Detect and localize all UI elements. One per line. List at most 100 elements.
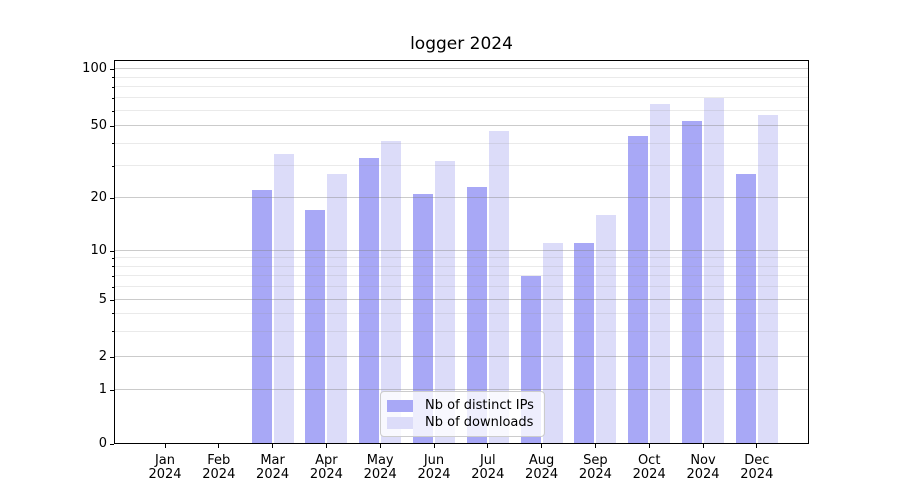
- legend: Nb of distinct IPs Nb of downloads: [380, 391, 545, 437]
- x-tick-label-apr: Apr 2024: [299, 454, 353, 482]
- x-tick-label-sep: Sep 2024: [568, 454, 622, 482]
- x-tick-month: Oct: [637, 453, 661, 468]
- gridline-minor-80: [115, 86, 808, 88]
- legend-item-downloads: Nb of downloads: [387, 415, 536, 430]
- x-tick-year: 2024: [256, 467, 290, 482]
- x-tick-month: Nov: [690, 453, 716, 468]
- bar-nb-of-distinct-ips-dec: [735, 173, 756, 444]
- bar-nb-of-distinct-ips-may: [359, 158, 380, 444]
- x-tick-month: Apr: [315, 453, 338, 468]
- x-tick-mark-mar: [272, 444, 274, 448]
- y-tick-mark-2: [110, 356, 114, 358]
- x-tick-year: 2024: [363, 467, 397, 482]
- gridline-minor-40: [115, 142, 808, 144]
- legend-label-downloads: Nb of downloads: [425, 415, 534, 430]
- bar-nb-of-downloads-jul: [488, 130, 509, 444]
- gridline-minor-70: [115, 97, 808, 99]
- gridline-minor-6: [115, 286, 808, 288]
- legend-swatch-downloads: [387, 416, 413, 429]
- x-tick-label-aug: Aug 2024: [515, 454, 569, 482]
- legend-swatch-distinct-ips: [387, 399, 413, 412]
- y-minor-tick-mark-40: [112, 143, 114, 145]
- gridline-major-1: [115, 389, 808, 390]
- bar-nb-of-downloads-aug: [542, 243, 563, 444]
- y-minor-tick-mark-90: [112, 77, 114, 79]
- x-tick-month: Feb: [207, 453, 231, 468]
- gridline-minor-3: [115, 330, 808, 332]
- bar-nb-of-downloads-sep: [596, 214, 617, 444]
- x-tick-year: 2024: [309, 467, 343, 482]
- y-minor-tick-mark-8: [112, 266, 114, 268]
- gridline-minor-30: [115, 165, 808, 167]
- legend-label-distinct-ips: Nb of distinct IPs: [425, 398, 534, 413]
- x-tick-year: 2024: [525, 467, 559, 482]
- x-tick-mark-aug: [541, 444, 543, 448]
- bar-nb-of-distinct-ips-nov: [682, 120, 702, 444]
- gridline-minor-8: [115, 265, 808, 267]
- y-minor-tick-mark-70: [112, 97, 114, 99]
- y-tick-mark-50: [110, 125, 114, 127]
- y-minor-tick-mark-9: [112, 257, 114, 259]
- y-minor-tick-mark-7: [112, 275, 114, 277]
- bar-nb-of-distinct-ips-apr: [305, 209, 326, 444]
- y-tick-label-100: 100: [82, 60, 107, 76]
- legend-item-distinct-ips: Nb of distinct IPs: [387, 398, 536, 413]
- y-tick-mark-10: [110, 250, 114, 252]
- x-tick-label-feb: Feb 2024: [192, 454, 246, 482]
- x-tick-month: Aug: [528, 453, 555, 468]
- x-tick-label-jan: Jan 2024: [138, 454, 192, 482]
- y-tick-label-10: 10: [90, 242, 107, 258]
- bar-nb-of-distinct-ips-jun: [413, 193, 433, 444]
- x-tick-month: Jul: [479, 453, 496, 468]
- gridline-minor-60: [115, 110, 808, 112]
- gridline-major-20: [115, 197, 808, 198]
- x-tick-year: 2024: [578, 467, 612, 482]
- x-tick-month: Jan: [154, 453, 176, 468]
- gridline-minor-7: [115, 275, 808, 277]
- y-minor-tick-mark-3: [112, 331, 114, 333]
- gridline-major-5: [115, 299, 808, 300]
- x-tick-label-dec: Dec 2024: [730, 454, 784, 482]
- bar-nb-of-distinct-ips-oct: [628, 135, 649, 444]
- bar-nb-of-distinct-ips-jul: [466, 186, 487, 444]
- y-tick-mark-0: [110, 443, 114, 445]
- x-tick-month: Dec: [744, 453, 770, 468]
- y-tick-label-2: 2: [98, 348, 107, 364]
- bar-nb-of-distinct-ips-sep: [574, 243, 595, 444]
- gridline-minor-4: [115, 312, 808, 314]
- x-tick-label-mar: Mar 2024: [246, 454, 300, 482]
- x-tick-label-nov: Nov 2024: [676, 454, 730, 482]
- gridline-major-50: [115, 125, 808, 127]
- x-tick-mark-sep: [594, 444, 596, 448]
- bar-nb-of-downloads-nov: [704, 97, 724, 444]
- x-tick-mark-may: [379, 444, 381, 448]
- x-tick-label-jun: Jun 2024: [407, 454, 461, 482]
- gridline-minor-9: [115, 257, 808, 259]
- bar-nb-of-downloads-may: [381, 141, 402, 444]
- y-minor-tick-mark-60: [112, 110, 114, 112]
- y-tick-label-20: 20: [90, 189, 107, 205]
- x-tick-mark-jan: [164, 444, 166, 448]
- y-tick-label-5: 5: [98, 291, 107, 307]
- x-tick-year: 2024: [686, 467, 720, 482]
- x-tick-month: Mar: [260, 453, 285, 468]
- gridline-major-2: [115, 356, 808, 357]
- x-tick-mark-oct: [648, 444, 650, 448]
- y-tick-mark-20: [110, 197, 114, 199]
- x-tick-label-oct: Oct 2024: [622, 454, 676, 482]
- y-minor-tick-mark-6: [112, 286, 114, 288]
- x-tick-year: 2024: [202, 467, 236, 482]
- y-tick-mark-5: [110, 299, 114, 301]
- gridline-major-100: [115, 68, 808, 69]
- x-tick-month: May: [366, 453, 394, 468]
- y-minor-tick-mark-30: [112, 165, 114, 167]
- x-tick-year: 2024: [740, 467, 774, 482]
- y-minor-tick-mark-4: [112, 313, 114, 315]
- x-tick-label-may: May 2024: [353, 454, 407, 482]
- x-tick-year: 2024: [417, 467, 451, 482]
- y-tick-label-0: 0: [98, 435, 107, 451]
- x-tick-mark-jun: [433, 444, 435, 448]
- y-tick-label-1: 1: [98, 381, 107, 397]
- x-tick-mark-apr: [325, 444, 327, 448]
